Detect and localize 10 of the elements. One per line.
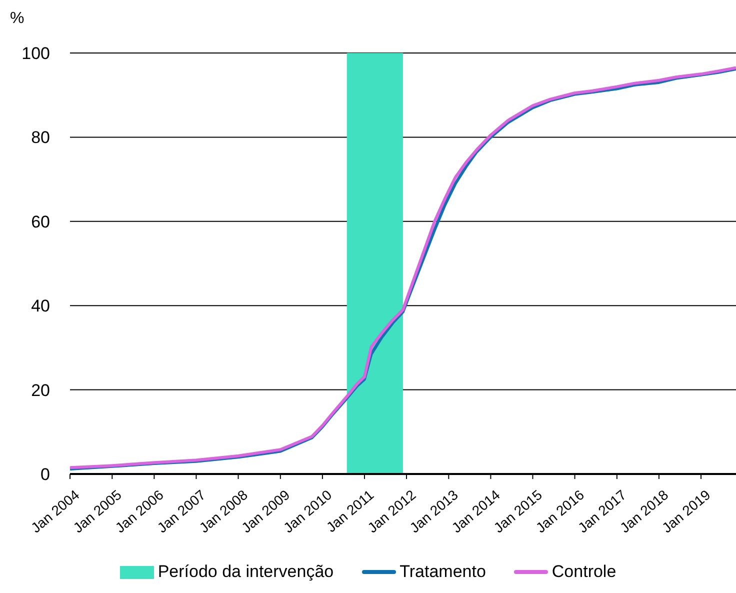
legend-label: Tratamento (398, 562, 486, 582)
y-tick-label: 20 (31, 380, 50, 400)
y-tick-label: 60 (31, 212, 50, 232)
y-tick-label: 80 (31, 128, 50, 148)
legend-label: Controle (550, 562, 616, 582)
y-axis-title: % (10, 10, 24, 28)
y-tick-label: 0 (40, 465, 50, 484)
legend-label: Período da intervenção (156, 562, 334, 582)
y-tick-label: 40 (31, 296, 50, 316)
y-tick-label: 100 (22, 44, 50, 64)
